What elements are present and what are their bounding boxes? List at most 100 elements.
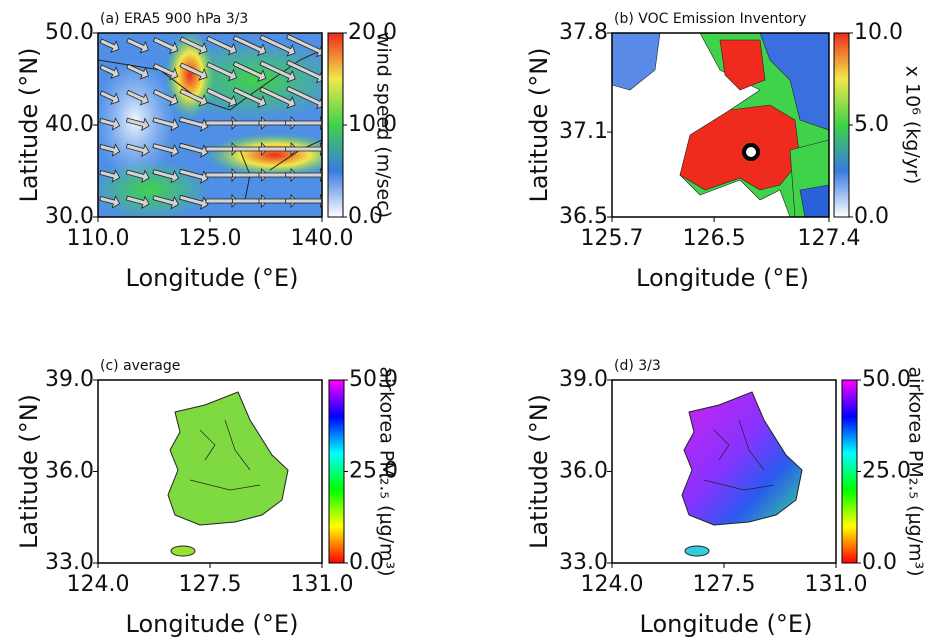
x-axis-label: Longitude (°E) [636, 264, 809, 292]
wind-arrow-shape [152, 117, 180, 132]
wind-arrow [258, 194, 298, 208]
wind-arrow [125, 169, 150, 184]
y-axis-label: Latitude (°N) [525, 47, 553, 202]
wind-arrow-shape [125, 117, 150, 132]
wind-arrow-shape [258, 168, 298, 182]
x-axis-label: Longitude (°E) [640, 610, 813, 638]
wind-arrow-shape [125, 195, 150, 210]
wind-arrow-shape [258, 142, 298, 156]
wind-arrow-shape [285, 116, 322, 130]
colorbar-tick-label: 0.0 [862, 550, 897, 575]
wind-arrow [259, 34, 296, 57]
colorbar-tick-label: 10.0 [348, 112, 397, 137]
wind-arrow-shape [152, 195, 180, 210]
wind-arrow [99, 38, 120, 53]
wind-arrow-shape [205, 116, 239, 130]
x-tick-label: 140.0 [291, 226, 354, 251]
wind-arrow-shape [126, 89, 149, 106]
wind-arrow [152, 195, 180, 210]
wind-arrow-shape [286, 33, 322, 58]
y-tick-label: 33.0 [45, 550, 94, 575]
y-tick-label: 33.0 [559, 550, 608, 575]
x-tick-label: 125.0 [179, 226, 242, 251]
wind-arrow-shape [206, 87, 238, 108]
wind-arrow [152, 63, 179, 81]
wind-arrow-shape [99, 117, 121, 131]
wind-arrow [152, 169, 180, 184]
wind-arrow [232, 61, 267, 83]
panel-title: (b) VOC Emission Inventory [614, 11, 806, 27]
wind-arrow [99, 64, 120, 79]
wind-arrow-shape [152, 143, 180, 158]
y-tick-label: 39.0 [559, 367, 608, 392]
wind-arrow-shape [285, 142, 322, 156]
colorbar-tick-label: 5.0 [854, 112, 889, 137]
map-b [612, 33, 829, 217]
x-tick-label: 124.0 [581, 572, 644, 597]
panel-title: (d) 3/3 [614, 358, 661, 374]
colorbar-tick-label: 25.0 [349, 459, 398, 484]
wind-arrow-shape [99, 143, 121, 157]
wind-arrow-shape [232, 168, 269, 182]
y-axis-label: Latitude (°N) [15, 394, 43, 549]
y-tick-label: 50.0 [45, 20, 94, 45]
wind-arrow [205, 142, 239, 156]
colorbar-tick-label: 50.0 [349, 367, 398, 392]
wind-arrow [178, 116, 209, 132]
wind-arrow-shape [99, 90, 120, 105]
wind-arrow-shape [232, 116, 269, 130]
wind-arrow-shape [258, 116, 298, 130]
wind-arrow [179, 62, 208, 81]
wind-arrow [258, 142, 298, 156]
wind-arrow [126, 89, 149, 106]
wind-arrow [152, 143, 180, 158]
wind-arrow-shape [178, 116, 209, 132]
colorbar [327, 32, 344, 218]
wind-arrow [232, 168, 269, 182]
y-axis-label: Latitude (°N) [15, 47, 43, 202]
wind-arrow [259, 60, 296, 83]
wind-arrow-shape [99, 169, 121, 183]
wind-arrow [258, 168, 298, 182]
plot-frame [611, 32, 830, 218]
wind-arrow-shape [259, 60, 296, 83]
wind-arrow [152, 37, 179, 55]
x-tick-label: 127.5 [179, 572, 242, 597]
y-tick-label: 36.5 [559, 204, 608, 229]
wind-arrow [178, 194, 209, 210]
wind-arrow [232, 116, 269, 130]
wind-arrow-shape [126, 37, 149, 54]
wind-arrow [152, 89, 179, 107]
wind-arrow-shape [99, 64, 120, 79]
wind-arrow-shape [232, 142, 269, 156]
wind-arrow-shape [206, 61, 238, 82]
y-tick-label: 36.0 [559, 459, 608, 484]
y-tick-label: 37.1 [559, 119, 608, 144]
colorbar [833, 32, 850, 218]
colorbar-tick-label: 25.0 [862, 459, 911, 484]
wind-arrow [152, 117, 180, 132]
wind-arrow [285, 168, 322, 182]
wind-arrow [232, 87, 267, 109]
y-tick-label: 36.0 [45, 459, 94, 484]
panel-title: (a) ERA5 900 hPa 3/3 [100, 11, 248, 27]
colorbar-label: x 10⁶ (kg/yr) [902, 66, 924, 184]
wind-arrow [125, 117, 150, 132]
wind-arrow [232, 35, 267, 57]
wind-arrow [125, 143, 150, 158]
wind-arrow [125, 195, 150, 210]
y-tick-label: 40.0 [45, 112, 94, 137]
wind-arrow [206, 87, 238, 108]
wind-arrow [99, 143, 121, 157]
wind-arrow-shape [259, 86, 296, 109]
wind-arrow [206, 61, 238, 82]
wind-arrow-shape [179, 36, 208, 55]
wind-arrow-shape [205, 142, 239, 156]
wind-arrow-shape [179, 88, 208, 107]
wind-arrow [205, 116, 239, 130]
x-tick-label: 127.4 [798, 226, 861, 251]
wind-arrow-shape [126, 63, 149, 80]
wind-arrow-shape [125, 169, 150, 184]
wind-arrow-shape [99, 38, 120, 53]
